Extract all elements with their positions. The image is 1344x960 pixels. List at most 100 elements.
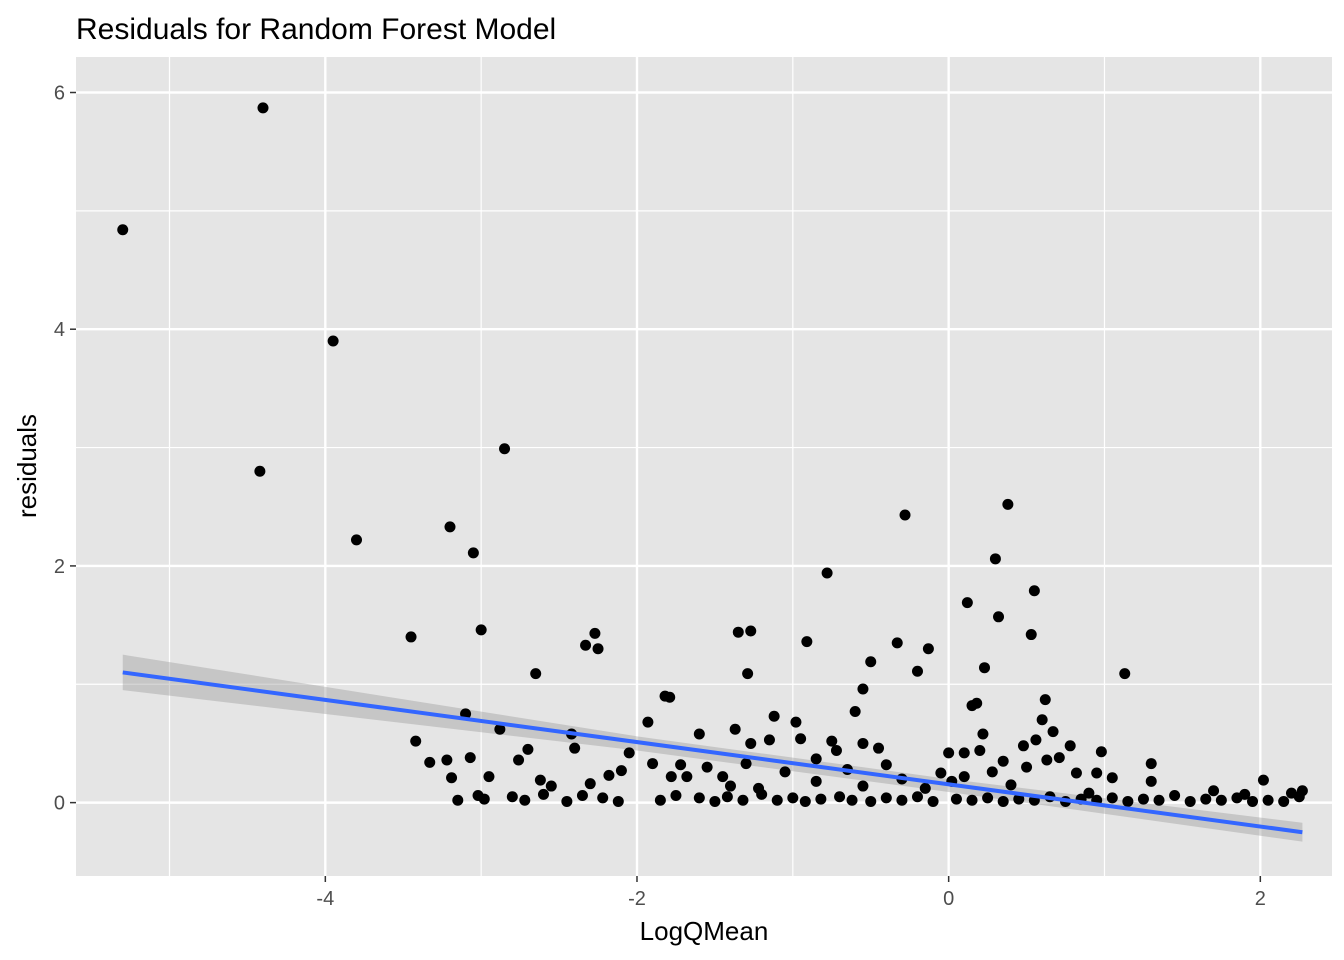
data-point	[801, 636, 813, 648]
data-point	[642, 716, 654, 728]
data-point	[1262, 794, 1274, 806]
data-point	[961, 597, 973, 609]
data-point	[1047, 726, 1059, 738]
data-point	[966, 794, 978, 806]
data-point	[986, 766, 998, 778]
x-tick-label: 2	[1255, 888, 1266, 910]
data-point	[410, 735, 422, 747]
data-point	[745, 625, 757, 637]
data-point	[993, 611, 1005, 623]
data-point	[561, 795, 573, 807]
data-point	[919, 782, 931, 794]
data-point	[592, 643, 604, 655]
data-point	[1285, 787, 1297, 799]
data-point	[1039, 694, 1051, 706]
data-point	[350, 534, 362, 546]
grid-minor	[76, 57, 1332, 876]
data-point	[1145, 758, 1157, 770]
data-point	[729, 723, 741, 735]
data-point	[857, 683, 869, 695]
data-point	[779, 766, 791, 778]
data-point	[950, 793, 962, 805]
data-point	[612, 795, 624, 807]
data-point	[452, 794, 464, 806]
data-point	[1239, 788, 1251, 800]
data-point	[327, 335, 339, 347]
data-point	[464, 752, 476, 764]
data-point	[654, 794, 666, 806]
data-point	[444, 521, 456, 533]
y-axis-title: residuals	[12, 414, 42, 518]
data-point	[530, 668, 542, 680]
data-point	[763, 734, 775, 746]
data-point	[1137, 793, 1149, 805]
data-point	[545, 780, 557, 792]
x-axis-ticks: -4 -2 0 2	[316, 876, 1266, 910]
data-point	[693, 728, 705, 740]
data-point	[603, 769, 615, 781]
data-point	[1122, 795, 1134, 807]
data-point	[709, 795, 721, 807]
data-point	[670, 790, 682, 802]
data-point	[724, 780, 736, 792]
data-point	[799, 795, 811, 807]
data-point	[1153, 794, 1165, 806]
data-point	[254, 465, 266, 477]
data-point	[467, 547, 479, 559]
data-point	[441, 754, 453, 766]
data-point	[1208, 785, 1220, 797]
data-point	[1041, 754, 1053, 766]
data-point	[1278, 795, 1290, 807]
data-point	[1247, 795, 1259, 807]
data-point	[795, 733, 807, 745]
data-point	[958, 771, 970, 783]
data-point	[721, 791, 733, 803]
data-point	[1030, 734, 1042, 746]
data-point	[1005, 779, 1017, 791]
data-point	[1145, 775, 1157, 787]
data-point	[446, 772, 458, 784]
data-point	[977, 728, 989, 740]
x-tick-label: -2	[628, 888, 646, 910]
data-point	[880, 759, 892, 771]
data-point	[790, 716, 802, 728]
data-point	[483, 771, 495, 783]
data-point	[534, 774, 546, 786]
data-point	[424, 756, 436, 768]
data-point	[615, 765, 627, 777]
data-point	[865, 795, 877, 807]
data-point	[506, 791, 518, 803]
data-point	[911, 791, 923, 803]
data-point	[768, 710, 780, 722]
data-point	[1091, 767, 1103, 779]
data-point	[1184, 795, 1196, 807]
data-point	[742, 668, 754, 680]
x-tick-label: -4	[316, 888, 334, 910]
data-point	[623, 747, 635, 759]
data-point	[732, 626, 744, 638]
data-point	[257, 102, 269, 114]
data-point	[1095, 746, 1107, 758]
x-axis-title: LogQMean	[640, 916, 769, 946]
data-point	[675, 759, 687, 771]
data-point	[1021, 761, 1033, 773]
plot-panel	[76, 57, 1332, 876]
data-point	[1036, 714, 1048, 726]
data-point	[891, 637, 903, 649]
data-point	[810, 775, 822, 787]
data-point	[522, 743, 534, 755]
regression-line	[122, 670, 1303, 835]
y-axis-ticks: 0 2 4 6	[54, 83, 76, 815]
data-point	[989, 553, 1001, 565]
data-point	[922, 643, 934, 655]
data-point	[896, 794, 908, 806]
data-point	[117, 224, 129, 236]
data-point	[1070, 767, 1082, 779]
data-point	[1025, 629, 1037, 641]
data-point	[737, 794, 749, 806]
data-point	[787, 792, 799, 804]
data-point	[771, 794, 783, 806]
y-tick-label: 6	[54, 83, 65, 105]
data-point	[943, 747, 955, 759]
